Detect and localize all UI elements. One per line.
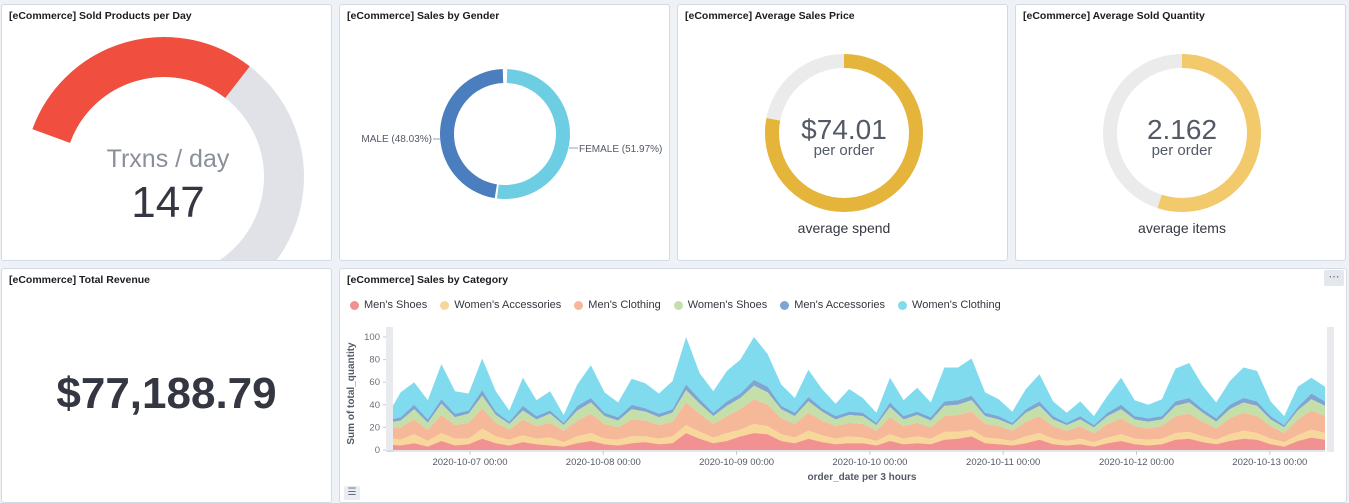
- legend-dot: [780, 300, 790, 310]
- x-tick-label: 2020-10-13 00:00: [1232, 457, 1307, 468]
- avg-quantity-panel: [eCommerce] Average Sold Quantity 2.162 …: [1015, 4, 1346, 261]
- legend-item[interactable]: Men's Shoes: [350, 299, 427, 311]
- x-tick-label: 2020-10-09 00:00: [699, 457, 774, 468]
- y-tick-label: 0: [375, 445, 380, 456]
- gauge-value: 147: [131, 178, 204, 227]
- metric-caption: average items: [1138, 220, 1226, 236]
- panel-title: [eCommerce] Total Revenue: [9, 274, 151, 286]
- brush-handle-left[interactable]: [386, 327, 393, 452]
- category-area-chart: 0 20 40 60 80 100 Sum of total_quantity 2020-10…: [346, 327, 1334, 483]
- y-tick-label: 20: [369, 422, 380, 433]
- legend-item[interactable]: Men's Clothing: [574, 299, 661, 311]
- legend-label: Men's Accessories: [794, 299, 886, 311]
- legend-label: Women's Shoes: [687, 299, 768, 311]
- sold-products-gauge: Trxns / day 147: [32, 37, 304, 260]
- x-tick-label: 2020-10-08 00:00: [566, 457, 641, 468]
- y-tick-label: 80: [369, 355, 380, 366]
- slice-label-female: FEMALE (51.97%): [579, 144, 662, 155]
- panel-options-button[interactable]: ⋯: [1324, 270, 1344, 286]
- area-series-3[interactable]: [387, 385, 1325, 434]
- legend-item[interactable]: Men's Accessories: [780, 299, 885, 311]
- panel-title: [eCommerce] Sales by Category: [347, 274, 509, 286]
- sold-products-panel: [eCommerce] Sold Products per Day Trxns …: [1, 4, 332, 261]
- brush-handle-right[interactable]: [1327, 327, 1334, 452]
- x-tick-label: 2020-10-07 00:00: [432, 457, 507, 468]
- gauge-fill: [765, 54, 923, 212]
- revenue-value: $77,188.79: [56, 369, 277, 418]
- legend-dot: [574, 300, 584, 310]
- area-series-4[interactable]: [387, 379, 1325, 428]
- total-revenue-panel: [eCommerce] Total Revenue $77,188.79: [1, 268, 332, 503]
- slice-label-male: MALE (48.03%): [361, 134, 432, 145]
- area-series-0[interactable]: [387, 433, 1325, 450]
- y-tick-label: 40: [369, 400, 380, 411]
- area-series-5[interactable]: [387, 337, 1325, 426]
- panel-title: [eCommerce] Average Sold Quantity: [1023, 10, 1205, 22]
- gauge-fill: [32, 37, 250, 144]
- legend-item[interactable]: Women's Accessories: [440, 299, 561, 311]
- legend-label: Women's Accessories: [454, 299, 562, 311]
- list-icon[interactable]: ☰: [344, 486, 360, 500]
- panel-title: [eCommerce] Average Sales Price: [685, 10, 855, 22]
- legend-label: Men's Shoes: [364, 299, 428, 311]
- panel-title: [eCommerce] Sales by Gender: [347, 10, 500, 22]
- sales-category-panel: [eCommerce] Sales by Category ⋯ Men's Sh…: [339, 268, 1347, 503]
- x-tick-label: 2020-10-12 00:00: [1099, 457, 1174, 468]
- y-tick-label: 100: [364, 332, 380, 343]
- slice-male[interactable]: [439, 69, 504, 199]
- x-tick-label: 2020-10-11 00:00: [966, 457, 1040, 468]
- gauge-label: Trxns / day: [107, 145, 230, 173]
- slice-female[interactable]: [496, 69, 570, 199]
- legend-item[interactable]: Women's Clothing: [898, 299, 1001, 311]
- sales-gender-panel: [eCommerce] Sales by Gender MALE (48.03%…: [339, 4, 670, 261]
- metric-value: 2.162: [1147, 114, 1217, 145]
- panel-title: [eCommerce] Sold Products per Day: [9, 10, 192, 22]
- legend-label: Women's Clothing: [912, 299, 1001, 311]
- chart-legend: Men's Shoes Women's Accessories Men's Clot…: [350, 299, 1001, 311]
- x-tick-label: 2020-10-10 00:00: [832, 457, 907, 468]
- y-tick-label: 60: [369, 377, 380, 388]
- metric-value: $74.01: [801, 114, 887, 145]
- area-series-2[interactable]: [387, 399, 1325, 443]
- gauge-fill: [1103, 54, 1261, 212]
- legend-dot: [898, 300, 908, 310]
- x-axis-label: order_date per 3 hours: [808, 472, 917, 483]
- ellipsis-icon: ⋯: [1328, 271, 1340, 283]
- metric-unit: per order: [814, 142, 875, 159]
- legend-dot: [440, 300, 450, 310]
- metric-unit: per order: [1152, 142, 1213, 159]
- gender-donut-chart: MALE (48.03%) FEMALE (51.97%): [361, 69, 662, 199]
- metric-caption: average spend: [798, 220, 891, 236]
- avg-price-panel: [eCommerce] Average Sales Price $74.01 p…: [677, 4, 1008, 261]
- area-series-1[interactable]: [387, 424, 1325, 447]
- legend-dot: [673, 300, 683, 310]
- legend-label: Men's Clothing: [588, 299, 661, 311]
- legend-dot: [350, 300, 359, 310]
- avg-price-gauge: $74.01 per order average spend: [765, 54, 923, 236]
- legend-item[interactable]: Women's Shoes: [673, 299, 768, 311]
- avg-quantity-gauge: 2.162 per order average items: [1103, 54, 1261, 236]
- y-axis-label: Sum of total_quantity: [346, 342, 357, 445]
